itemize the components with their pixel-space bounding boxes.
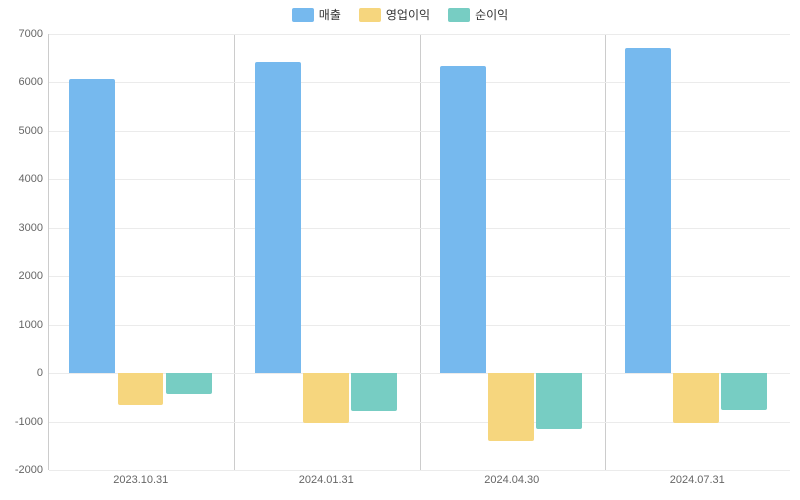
legend-item: 순이익	[448, 6, 508, 23]
bar	[625, 48, 671, 374]
y-tick-label: 4000	[19, 173, 43, 185]
bar	[69, 79, 115, 374]
x-tick-label: 2023.10.31	[113, 474, 168, 486]
legend-label: 매출	[319, 6, 341, 23]
gridline	[49, 470, 790, 471]
bar	[255, 62, 301, 373]
legend-swatch	[359, 8, 381, 22]
bar	[351, 373, 397, 411]
x-tick-label: 2024.07.31	[670, 474, 725, 486]
bar	[118, 373, 164, 405]
plot-area: -2000-100001000200030004000500060007000	[48, 34, 790, 470]
bar	[673, 373, 719, 423]
bar	[721, 373, 767, 410]
bar	[166, 373, 212, 394]
y-tick-label: 0	[37, 367, 43, 379]
y-tick-label: -2000	[15, 464, 43, 476]
y-tick-label: 2000	[19, 270, 43, 282]
bar-group	[49, 34, 234, 470]
legend: 매출 영업이익 순이익	[0, 0, 800, 27]
bar	[536, 373, 582, 429]
y-tick-label: 3000	[19, 222, 43, 234]
bar	[488, 373, 534, 441]
legend-swatch	[448, 8, 470, 22]
bar-group	[420, 34, 605, 470]
bar-group	[605, 34, 790, 470]
legend-label: 영업이익	[386, 6, 430, 23]
y-tick-label: -1000	[15, 416, 43, 428]
y-tick-label: 1000	[19, 319, 43, 331]
y-tick-label: 7000	[19, 28, 43, 40]
legend-swatch	[292, 8, 314, 22]
bar	[440, 66, 486, 373]
legend-item: 영업이익	[359, 6, 430, 23]
bar	[303, 373, 349, 422]
x-axis-labels: 2023.10.31 2024.01.31 2024.04.30 2024.07.31	[48, 474, 790, 494]
x-tick-label: 2024.04.30	[484, 474, 539, 486]
plot: -2000-100001000200030004000500060007000	[48, 34, 790, 470]
legend-label: 순이익	[475, 6, 508, 23]
legend-item: 매출	[292, 6, 341, 23]
y-tick-label: 6000	[19, 76, 43, 88]
bar-group	[234, 34, 419, 470]
financial-bar-chart: 매출영업이익순이익 -2000-100001000200030004000500…	[0, 0, 800, 500]
x-tick-label: 2024.01.31	[299, 474, 354, 486]
y-tick-label: 5000	[19, 125, 43, 137]
